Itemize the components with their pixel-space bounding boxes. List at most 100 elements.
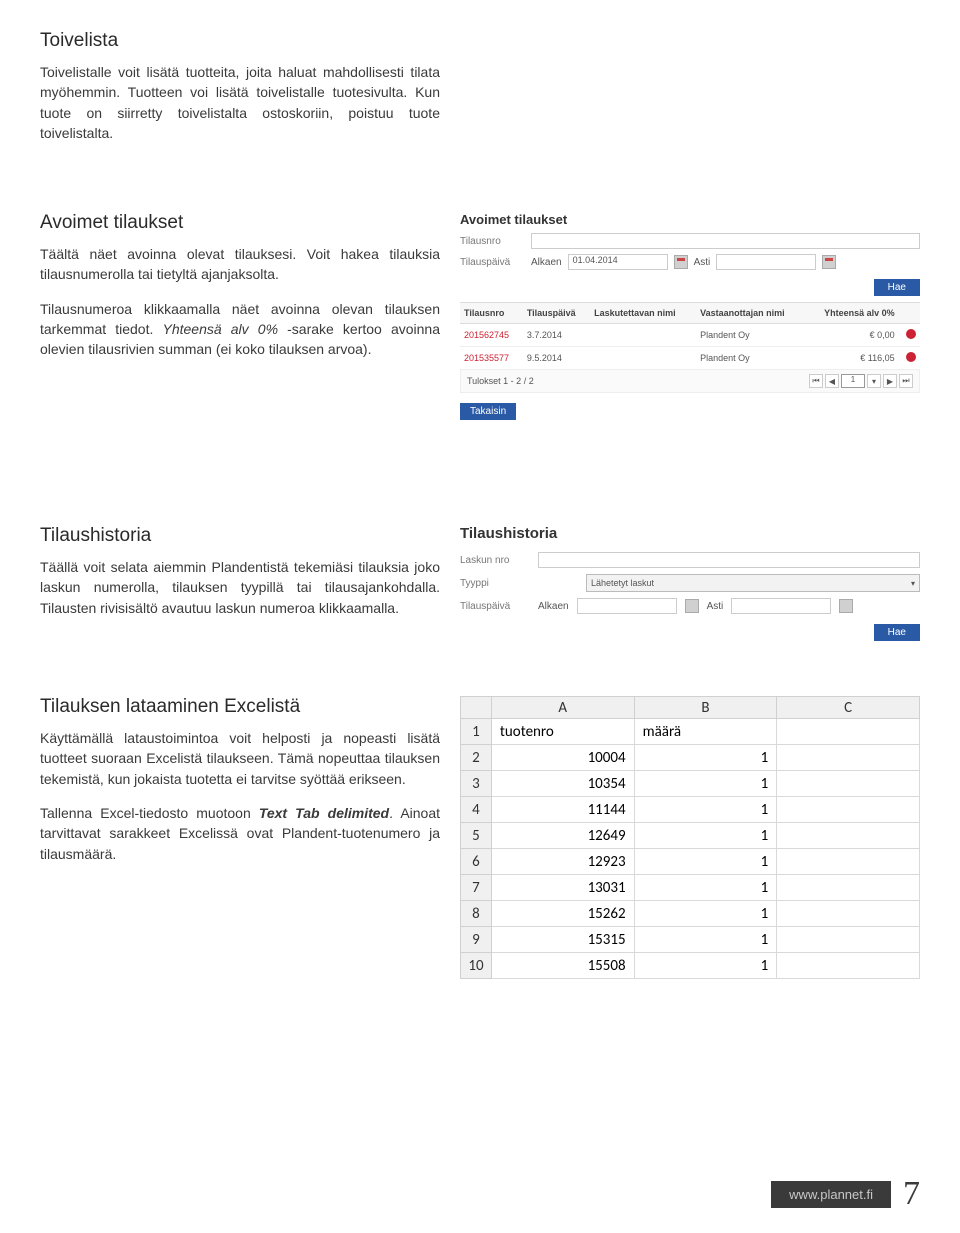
- label-tilauspaiva: Tilauspäivä: [460, 257, 525, 268]
- chevron-down-icon: ▾: [911, 579, 915, 588]
- excel-rownum: 1: [461, 719, 492, 745]
- footer-url: www.plannet.fi: [771, 1181, 891, 1208]
- avoimet-body1: Täältä näet avoinna olevat tilauksesi. V…: [40, 244, 440, 285]
- delete-icon[interactable]: [906, 329, 916, 339]
- col-yhteensa: Yhteensä alv 0%: [806, 303, 899, 324]
- historia-body: Täällä voit selata aiemmin Plandentistä …: [40, 557, 440, 618]
- excel-cell: [777, 823, 920, 849]
- pager-prev[interactable]: ◀: [825, 374, 839, 388]
- excel-cell: 1: [634, 849, 777, 875]
- excel-cell: [777, 875, 920, 901]
- excel-cell: 12923: [491, 849, 634, 875]
- calendar-icon[interactable]: [685, 599, 699, 613]
- calendar-icon[interactable]: [839, 599, 853, 613]
- excel-cell: [777, 927, 920, 953]
- excel-screenshot: A B C 1 tuotenro määrä 2100041 3103541 4…: [460, 696, 920, 979]
- takaisin-button[interactable]: Takaisin: [460, 403, 516, 420]
- pager-dropdown[interactable]: ▾: [867, 374, 881, 388]
- excel-cell: 1: [634, 901, 777, 927]
- excel-cell: [777, 745, 920, 771]
- excel-cell: [777, 797, 920, 823]
- historia-screenshot: Tilaushistoria Laskun nro Tyyppi Lähetet…: [460, 525, 920, 614]
- select-tyyppi[interactable]: Lähetetyt laskut ▾: [586, 574, 920, 592]
- excel-rownum: 7: [461, 875, 492, 901]
- excel-cell: 1: [634, 797, 777, 823]
- avoimet-heading: Avoimet tilaukset: [40, 212, 440, 234]
- input-date-from2[interactable]: [577, 598, 677, 614]
- label-tilauspaiva2: Tilauspäivä: [460, 601, 530, 612]
- excel-rownum: 9: [461, 927, 492, 953]
- avoimet-screenshot: Avoimet tilaukset Tilausnro Tilauspäivä …: [460, 212, 920, 420]
- excel-cell: 11144: [491, 797, 634, 823]
- pager-next[interactable]: ▶: [883, 374, 897, 388]
- input-date-from[interactable]: 01.04.2014: [568, 254, 668, 270]
- excel-rownum: 8: [461, 901, 492, 927]
- label-alkaen2: Alkaen: [538, 601, 569, 612]
- col-laskutettavan: Laskutettavan nimi: [590, 303, 696, 324]
- excel-cell: 10004: [491, 745, 634, 771]
- calendar-icon[interactable]: [822, 255, 836, 269]
- excel-cell: 1: [634, 745, 777, 771]
- order-link[interactable]: 201535577: [460, 347, 523, 370]
- orders-table: Tilausnro Tilauspäivä Laskutettavan nimi…: [460, 302, 920, 370]
- pager-last[interactable]: ⏭: [899, 374, 913, 388]
- toivelista-heading: Toivelista: [40, 30, 440, 52]
- excel-cell: 15508: [491, 953, 634, 979]
- hae-button[interactable]: Hae: [874, 624, 920, 641]
- input-tilausnro[interactable]: [531, 233, 920, 249]
- excel-header-a: tuotenro: [491, 719, 634, 745]
- excel-rownum: 10: [461, 953, 492, 979]
- hae-button[interactable]: Hae: [874, 279, 920, 296]
- table-row: 201535577 9.5.2014 Plandent Oy € 116,05: [460, 347, 920, 370]
- excel-cell: 13031: [491, 875, 634, 901]
- excel-col-a: A: [491, 697, 634, 719]
- excel-cell: [777, 771, 920, 797]
- results-label: Tulokset 1 - 2 / 2: [467, 376, 534, 386]
- excel-rownum: 4: [461, 797, 492, 823]
- excel-rownum: 5: [461, 823, 492, 849]
- excel-cell: 15315: [491, 927, 634, 953]
- label-tyyppi: Tyyppi: [460, 578, 530, 589]
- excel-header-b: määrä: [634, 719, 777, 745]
- order-link[interactable]: 201562745: [460, 324, 523, 347]
- shot-orders-title: Avoimet tilaukset: [460, 212, 920, 227]
- col-tilauspaiva: Tilauspäivä: [523, 303, 590, 324]
- label-asti: Asti: [694, 257, 711, 268]
- page-number: 7: [903, 1175, 920, 1213]
- input-laskunro[interactable]: [538, 552, 920, 568]
- excel-cell: [777, 901, 920, 927]
- label-alkaen: Alkaen: [531, 257, 562, 268]
- shot-history-title: Tilaushistoria: [460, 525, 920, 542]
- excel-cell: 12649: [491, 823, 634, 849]
- col-action: [899, 303, 920, 324]
- delete-icon[interactable]: [906, 352, 916, 362]
- input-date-to[interactable]: [716, 254, 816, 270]
- excel-col-b: B: [634, 697, 777, 719]
- excel-body1: Käyttämällä lataustoimintoa voit helpost…: [40, 728, 440, 789]
- avoimet-body2: Tilausnumeroa klikkaamalla näet avoinna …: [40, 299, 440, 360]
- input-date-to2[interactable]: [731, 598, 831, 614]
- excel-rownum: 2: [461, 745, 492, 771]
- toivelista-body: Toivelistalle voit lisätä tuotteita, joi…: [40, 62, 440, 143]
- excel-corner: [461, 697, 492, 719]
- historia-heading: Tilaushistoria: [40, 525, 440, 547]
- excel-cell: 1: [634, 875, 777, 901]
- table-row: 201562745 3.7.2014 Plandent Oy € 0,00: [460, 324, 920, 347]
- pager-current[interactable]: 1: [841, 374, 865, 388]
- excel-cell: 15262: [491, 901, 634, 927]
- excel-cell: [777, 849, 920, 875]
- calendar-icon[interactable]: [674, 255, 688, 269]
- label-asti2: Asti: [707, 601, 724, 612]
- excel-cell: [777, 719, 920, 745]
- excel-col-c: C: [777, 697, 920, 719]
- excel-rownum: 6: [461, 849, 492, 875]
- excel-rownum: 3: [461, 771, 492, 797]
- excel-cell: [777, 953, 920, 979]
- excel-cell: 1: [634, 771, 777, 797]
- pager: ⏮ ◀ 1 ▾ ▶ ⏭: [809, 374, 913, 388]
- excel-cell: 1: [634, 953, 777, 979]
- pager-first[interactable]: ⏮: [809, 374, 823, 388]
- col-tilausnro: Tilausnro: [460, 303, 523, 324]
- excel-cell: 10354: [491, 771, 634, 797]
- excel-cell: 1: [634, 927, 777, 953]
